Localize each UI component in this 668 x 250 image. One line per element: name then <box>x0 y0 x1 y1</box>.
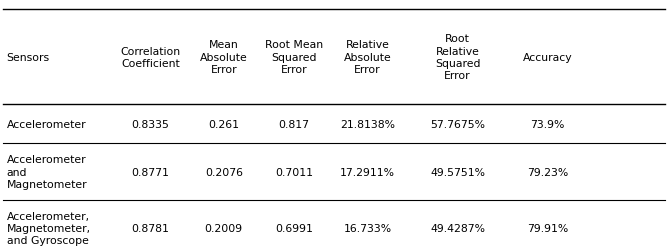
Text: 79.91%: 79.91% <box>527 223 568 233</box>
Text: Root
Relative
Squared
Error: Root Relative Squared Error <box>435 34 480 81</box>
Text: 0.8335: 0.8335 <box>132 120 169 129</box>
Text: 16.733%: 16.733% <box>343 223 391 233</box>
Text: Mean
Absolute
Error: Mean Absolute Error <box>200 40 248 75</box>
Text: 57.7675%: 57.7675% <box>430 120 485 129</box>
Text: 79.23%: 79.23% <box>527 167 568 177</box>
Text: Relative
Absolute
Error: Relative Absolute Error <box>343 40 391 75</box>
Text: Accelerometer: Accelerometer <box>7 120 86 129</box>
Text: Accuracy: Accuracy <box>523 52 572 62</box>
Text: 73.9%: 73.9% <box>530 120 565 129</box>
Text: 0.8771: 0.8771 <box>132 167 169 177</box>
Text: 0.817: 0.817 <box>279 120 309 129</box>
Text: 0.2009: 0.2009 <box>204 223 243 233</box>
Text: 0.261: 0.261 <box>208 120 239 129</box>
Text: Correlation
Coefficient: Correlation Coefficient <box>120 46 180 69</box>
Text: 17.2911%: 17.2911% <box>340 167 395 177</box>
Text: Root Mean
Squared
Error: Root Mean Squared Error <box>265 40 323 75</box>
Text: Accelerometer
and
Magnetometer: Accelerometer and Magnetometer <box>7 154 88 189</box>
Text: 49.4287%: 49.4287% <box>430 223 485 233</box>
Text: 21.8138%: 21.8138% <box>340 120 395 129</box>
Text: 0.8781: 0.8781 <box>132 223 169 233</box>
Text: 0.6991: 0.6991 <box>275 223 313 233</box>
Text: Accelerometer,
Magnetometer,
and Gyroscope: Accelerometer, Magnetometer, and Gyrosco… <box>7 211 91 246</box>
Text: 0.7011: 0.7011 <box>275 167 313 177</box>
Text: 49.5751%: 49.5751% <box>430 167 485 177</box>
Text: 0.2076: 0.2076 <box>205 167 242 177</box>
Text: Sensors: Sensors <box>7 52 50 62</box>
